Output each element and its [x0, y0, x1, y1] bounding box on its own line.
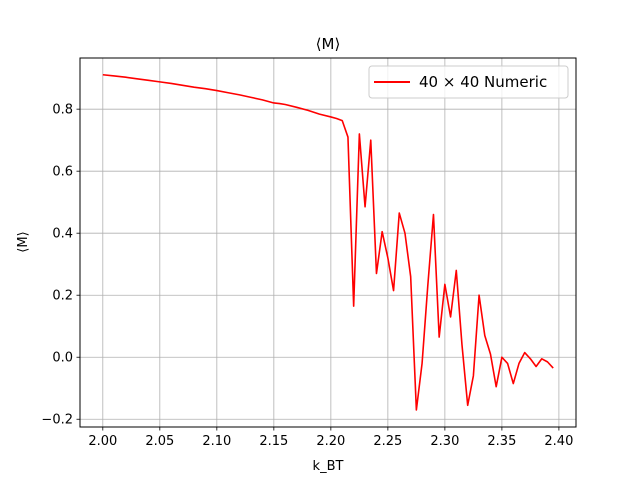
x-tick-label: 2.10 [202, 434, 231, 449]
x-axis: 2.00 2.05 2.10 2.15 2.20 2.25 2.30 2.35 2.40 [88, 427, 573, 449]
plot-area [80, 58, 576, 427]
x-tick-label: 2.00 [88, 434, 117, 449]
series-line [102, 73, 554, 411]
series-layer [102, 73, 554, 411]
chart-title: ⟨M⟩ [316, 35, 341, 53]
x-tick-label: 2.20 [316, 434, 345, 449]
plot-frame [79, 57, 577, 428]
y-tick-label: 0.2 [52, 289, 73, 304]
y-tick-label: 0.0 [52, 351, 73, 366]
y-axis-title: ⟨M⟩ [16, 231, 31, 252]
grid [80, 58, 576, 427]
y-tick-label: 0.8 [52, 103, 73, 118]
x-tick-label: 2.35 [487, 434, 516, 449]
legend: 40 × 40 Numeric [368, 65, 569, 99]
x-tick-label: 2.15 [259, 434, 288, 449]
y-tick-label: −0.2 [41, 413, 73, 428]
y-tick-label: 0.4 [52, 227, 73, 242]
x-tick-label: 2.30 [430, 434, 459, 449]
x-tick-label: 2.25 [373, 434, 402, 449]
x-tick-label: 2.05 [145, 434, 174, 449]
x-tick-label: 2.40 [544, 434, 573, 449]
legend-box [368, 65, 569, 99]
legend-label: 40 × 40 Numeric [419, 73, 547, 91]
y-tick-label: 0.6 [52, 165, 73, 180]
y-axis: −0.2 0.0 0.2 0.4 0.6 0.8 [41, 103, 80, 428]
x-axis-title: k_BT [313, 459, 344, 474]
